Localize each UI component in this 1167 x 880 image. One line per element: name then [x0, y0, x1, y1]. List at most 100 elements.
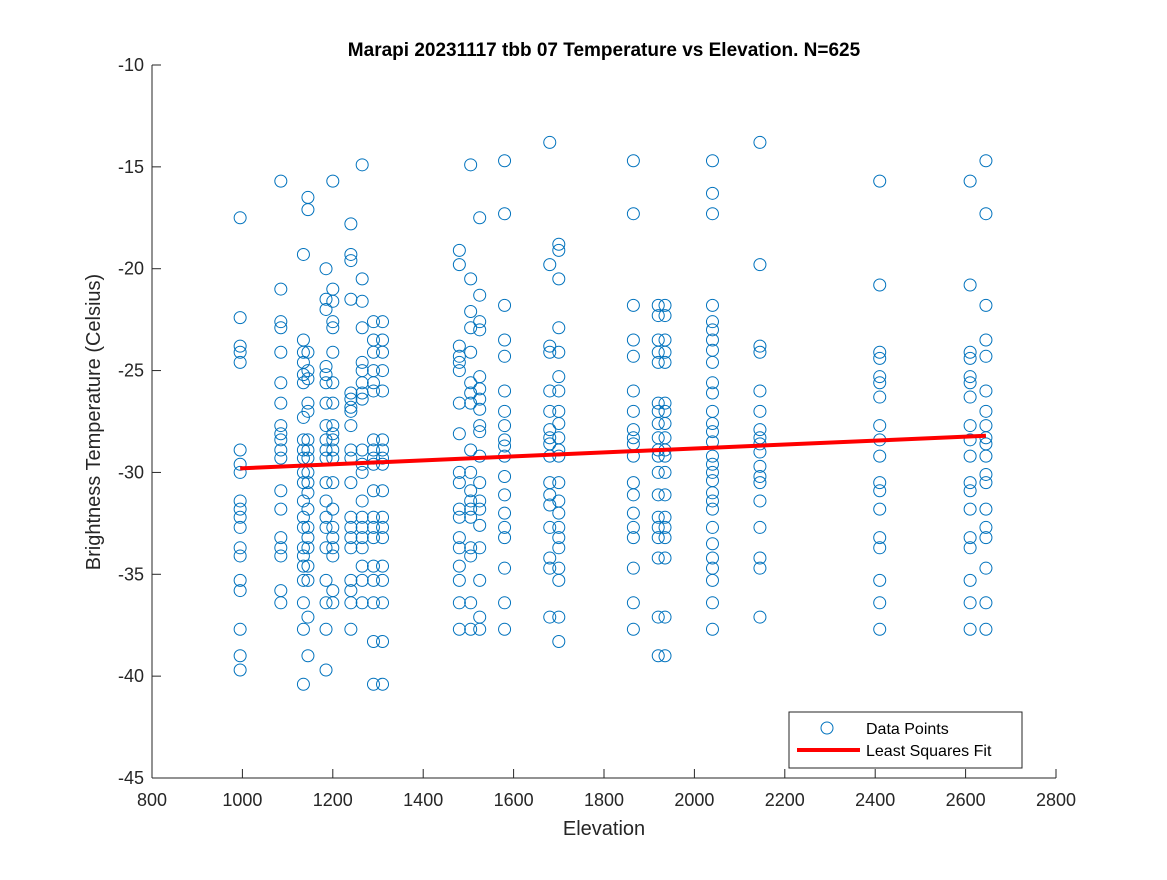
data-point	[543, 551, 557, 565]
data-point	[543, 488, 557, 502]
y-tick-label: -35	[118, 564, 144, 584]
data-point	[319, 476, 333, 490]
data-point	[366, 573, 380, 587]
data-point	[355, 573, 369, 587]
data-point	[658, 309, 672, 323]
data-point	[979, 476, 993, 490]
data-point	[355, 520, 369, 534]
data-point	[979, 622, 993, 636]
data-point	[319, 663, 333, 677]
x-tick-label: 800	[137, 790, 167, 810]
x-tick-label: 2000	[674, 790, 714, 810]
data-point	[552, 384, 566, 398]
data-point	[498, 470, 512, 484]
data-point	[473, 211, 487, 225]
data-point	[376, 531, 390, 545]
data-point	[344, 541, 358, 555]
data-point	[326, 443, 340, 457]
data-point	[873, 476, 887, 490]
data-point	[651, 355, 665, 369]
data-point	[344, 419, 358, 433]
data-point	[873, 345, 887, 359]
data-point	[753, 445, 767, 459]
data-point	[979, 333, 993, 347]
data-point	[366, 520, 380, 534]
data-point	[452, 596, 466, 610]
data-point	[552, 272, 566, 286]
data-point	[705, 404, 719, 418]
data-point	[366, 443, 380, 457]
data-point	[753, 470, 767, 484]
data-point	[473, 370, 487, 384]
data-point	[705, 622, 719, 636]
data-point	[376, 510, 390, 524]
data-point	[301, 372, 315, 386]
data-point	[319, 368, 333, 382]
y-tick-label: -10	[118, 55, 144, 75]
x-tick-label: 1200	[313, 790, 353, 810]
data-point	[498, 333, 512, 347]
data-point	[319, 573, 333, 587]
data-point	[658, 649, 672, 663]
data-point	[963, 419, 977, 433]
data-point	[464, 386, 478, 400]
data-point	[366, 345, 380, 359]
data-point	[452, 502, 466, 516]
data-point	[979, 502, 993, 516]
data-point	[963, 433, 977, 447]
data-point	[464, 272, 478, 286]
data-point	[301, 476, 315, 490]
data-point	[301, 610, 315, 624]
data-point	[326, 531, 340, 545]
data-point	[658, 345, 672, 359]
data-point	[963, 449, 977, 463]
data-point	[979, 207, 993, 221]
data-point	[963, 351, 977, 365]
data-point	[376, 635, 390, 649]
y-tick-label: -25	[118, 361, 144, 381]
data-point	[873, 278, 887, 292]
data-point	[301, 520, 315, 534]
x-tick-label: 2400	[855, 790, 895, 810]
data-point	[376, 596, 390, 610]
data-point	[301, 396, 315, 410]
data-point	[376, 573, 390, 587]
data-point	[963, 376, 977, 390]
data-point	[705, 457, 719, 471]
data-point	[552, 635, 566, 649]
data-point	[366, 484, 380, 498]
data-point	[326, 596, 340, 610]
data-point	[274, 376, 288, 390]
data-point	[963, 596, 977, 610]
data-point	[626, 154, 640, 168]
data-point	[344, 292, 358, 306]
data-point	[355, 559, 369, 573]
data-point	[344, 596, 358, 610]
data-point	[651, 309, 665, 323]
data-point	[753, 135, 767, 149]
data-point	[319, 520, 333, 534]
legend-label-fit: Least Squares Fit	[866, 743, 992, 760]
data-point	[301, 364, 315, 378]
data-point	[658, 551, 672, 565]
data-point	[301, 502, 315, 516]
data-point	[233, 443, 247, 457]
data-point	[355, 443, 369, 457]
data-point	[626, 531, 640, 545]
data-point	[626, 488, 640, 502]
data-point	[552, 243, 566, 257]
data-point	[366, 433, 380, 447]
data-point	[355, 392, 369, 406]
data-point	[376, 559, 390, 573]
data-point	[963, 622, 977, 636]
data-point	[452, 531, 466, 545]
data-point	[473, 425, 487, 439]
data-point	[355, 541, 369, 555]
data-point	[301, 433, 315, 447]
data-point	[366, 384, 380, 398]
data-point	[376, 433, 390, 447]
data-point	[626, 561, 640, 575]
data-point	[552, 345, 566, 359]
data-point	[473, 541, 487, 555]
